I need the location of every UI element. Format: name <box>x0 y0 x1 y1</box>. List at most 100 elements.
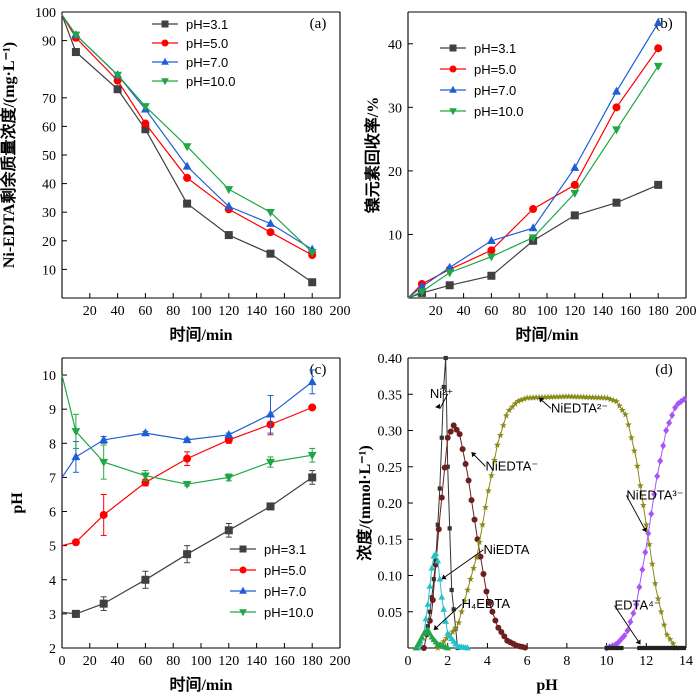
species-marker <box>449 628 457 635</box>
species-marker <box>422 615 430 622</box>
x-axis-title: 时间/min <box>169 675 232 694</box>
data-point <box>113 76 122 85</box>
x-tick-label: 20 <box>429 304 443 319</box>
y-tick-label: 70 <box>42 92 56 107</box>
species-marker <box>455 619 463 626</box>
y-tick-label: 30 <box>388 101 402 116</box>
data-point <box>654 180 663 189</box>
y-tick-label: 40 <box>388 38 402 53</box>
species-marker <box>414 640 422 647</box>
data-point <box>612 103 621 112</box>
species-series <box>412 626 452 651</box>
data-point <box>99 435 109 444</box>
x-tick-label: 160 <box>620 304 641 319</box>
data-point <box>141 472 150 481</box>
data-point <box>487 246 496 255</box>
legend-label: pH=5.0 <box>264 563 306 578</box>
legend-marker <box>239 586 247 594</box>
data-point <box>487 253 496 262</box>
species-series <box>420 422 529 651</box>
species-marker <box>464 644 471 651</box>
panel-label: (d) <box>655 362 673 378</box>
species-marker <box>595 394 603 401</box>
data-point <box>182 161 192 170</box>
species-annotation: NiEDTA²⁻ <box>538 397 608 415</box>
x-tick-label: 100 <box>191 304 212 319</box>
data-point <box>182 143 192 152</box>
species-marker <box>499 421 507 429</box>
y-tick-label: 90 <box>42 35 56 50</box>
species-marker <box>425 624 430 629</box>
series <box>61 369 317 478</box>
species-marker <box>458 608 465 615</box>
data-point <box>71 31 81 40</box>
species-marker <box>637 645 642 651</box>
y-axis-title: 浓度/(mmol·L⁻¹) <box>355 445 374 560</box>
species-marker <box>645 529 652 538</box>
species-marker <box>443 634 451 642</box>
data-point <box>266 218 275 227</box>
data-point <box>307 377 317 386</box>
data-point <box>653 62 663 71</box>
species-label: NiEDTA <box>483 542 529 557</box>
data-point <box>71 609 80 618</box>
x-tick-label: 120 <box>218 654 239 669</box>
pointer-arrowhead <box>433 624 439 630</box>
panel-d: 0 2 4 6 8 10 12 14 0.05 0.10 0.15 0.20 0.25 0.30 0.35 0… <box>355 352 693 694</box>
y-tick-label: 7 <box>49 471 56 486</box>
species-marker <box>451 607 456 612</box>
y-tick-label: 0.30 <box>378 425 403 440</box>
species-marker <box>483 588 490 595</box>
species-marker <box>450 422 457 429</box>
data-point <box>71 428 81 437</box>
data-point <box>113 85 122 94</box>
species-annotation: Ni²⁺ <box>430 386 453 409</box>
species-marker <box>532 393 540 401</box>
species-marker <box>416 637 424 644</box>
species-annotation: NiEDTA <box>441 542 530 580</box>
species-marker <box>471 516 478 523</box>
species-marker <box>424 600 432 607</box>
data-point <box>224 429 234 438</box>
species-marker <box>517 396 525 403</box>
series <box>407 18 663 299</box>
data-point <box>71 452 81 461</box>
series <box>61 14 317 287</box>
x-axis-title: 时间/min <box>169 325 232 344</box>
y-tick-label: 4 <box>49 574 56 589</box>
species-marker <box>624 627 631 635</box>
y-tick-label: 0.05 <box>378 606 403 621</box>
series <box>61 374 317 490</box>
species-marker <box>435 522 440 527</box>
species-label: NiEDTA³⁻ <box>626 487 683 502</box>
series <box>61 14 317 260</box>
species-marker <box>681 645 687 651</box>
pointer-line <box>433 603 462 631</box>
species-marker <box>505 406 513 414</box>
data-point <box>570 180 579 189</box>
data-point <box>445 262 455 271</box>
species-marker <box>642 521 650 528</box>
y-tick-label: 0.40 <box>378 352 403 367</box>
species-marker <box>630 447 638 454</box>
legend-marker <box>161 20 169 28</box>
species-marker <box>438 494 445 501</box>
species-marker <box>640 645 645 651</box>
y-tick-label: 100 <box>35 6 56 21</box>
x-axis-title: 时间/min <box>515 325 578 344</box>
species-marker <box>598 394 605 401</box>
species-marker <box>420 645 427 651</box>
species-marker <box>613 397 620 405</box>
species-marker <box>675 645 681 651</box>
species-marker <box>502 412 510 419</box>
pointer-arrowhead <box>471 452 477 458</box>
species-marker <box>480 571 487 578</box>
species-marker <box>658 645 663 651</box>
species-marker <box>583 393 591 401</box>
species-marker <box>520 395 528 402</box>
species-marker <box>459 446 466 453</box>
species-marker <box>589 393 597 401</box>
x-tick-label: 20 <box>83 304 97 319</box>
x-tick-label: 100 <box>537 304 558 319</box>
